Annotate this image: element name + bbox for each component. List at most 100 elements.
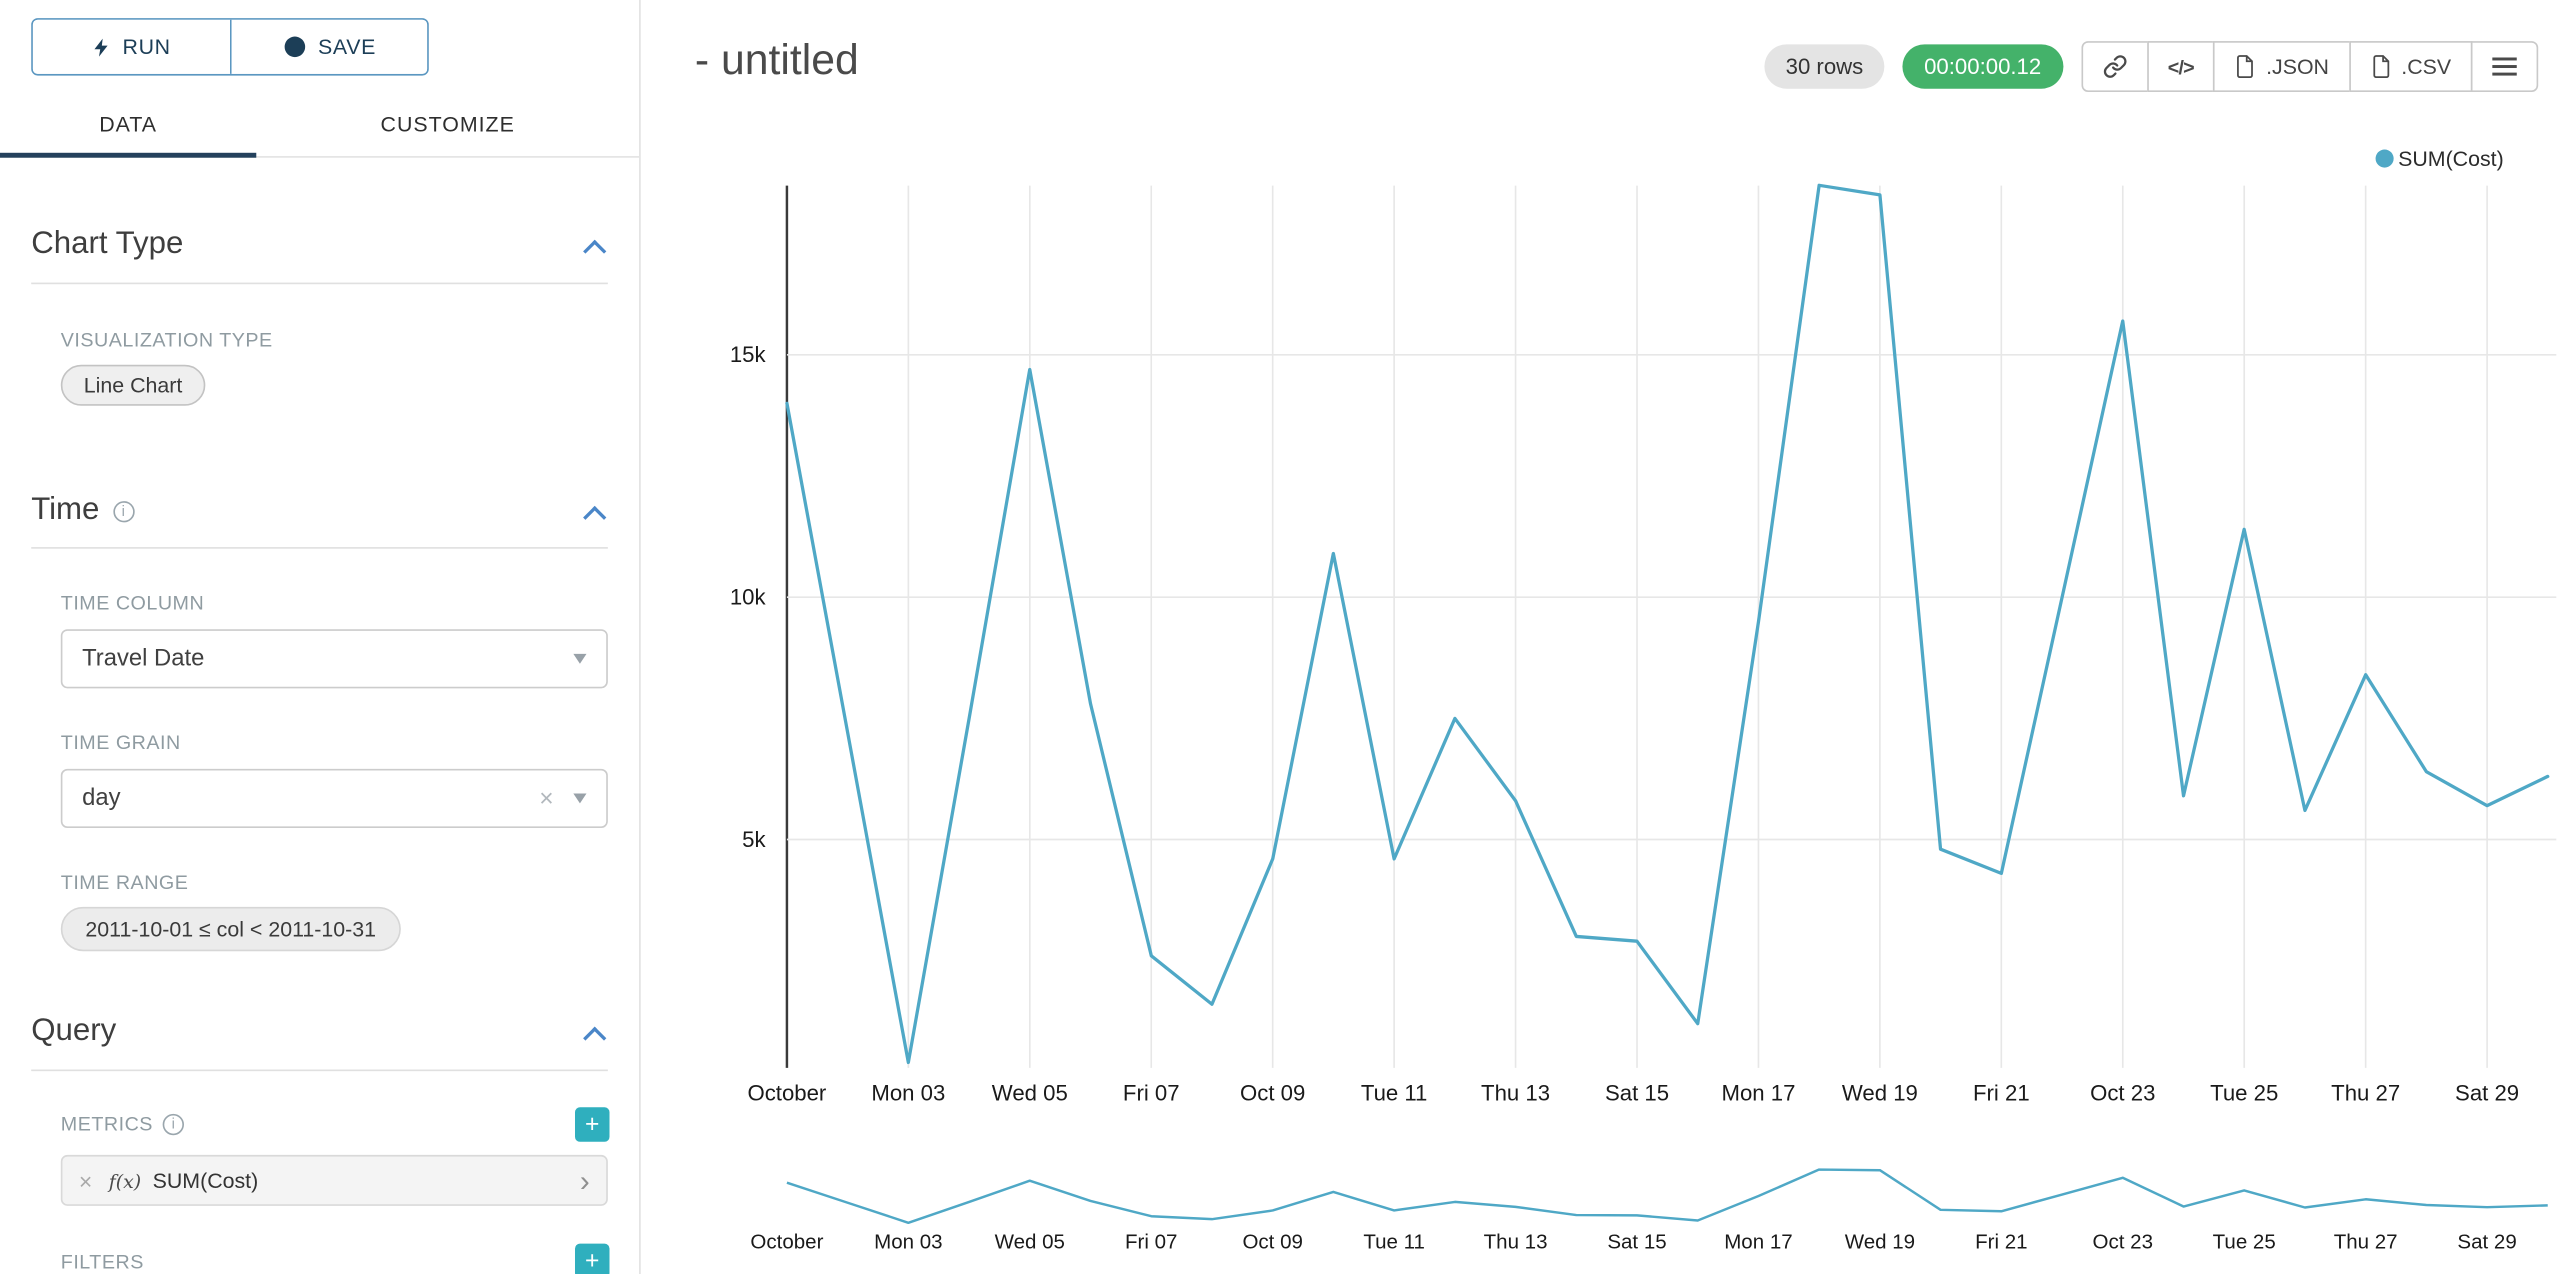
active-tab-indicator: [0, 152, 257, 158]
collapse-chevron-icon[interactable]: [583, 505, 607, 530]
time-range-pill[interactable]: 2011-10-01 ≤ col < 2011-10-31: [60, 906, 401, 952]
export-csv-button[interactable]: .CSV: [2348, 41, 2473, 92]
tab-customize[interactable]: CUSTOMIZE: [380, 111, 515, 137]
visualization-type-pill[interactable]: Line Chart: [60, 364, 206, 406]
add-metric-button[interactable]: +: [574, 1107, 610, 1142]
svg-text:Oct 23: Oct 23: [2093, 1231, 2153, 1254]
svg-text:Wed 05: Wed 05: [995, 1231, 1065, 1254]
info-icon: i: [162, 1113, 185, 1135]
time-section-title: Time i: [31, 493, 134, 529]
remove-metric-icon[interactable]: ×: [78, 1167, 93, 1194]
panel-divider: [639, 0, 641, 1274]
svg-text:Sat 15: Sat 15: [1607, 1231, 1666, 1254]
plus-circle-icon: [283, 36, 305, 58]
view-query-button[interactable]: </>: [2146, 41, 2216, 92]
time-column-label: TIME COLUMN: [60, 591, 205, 615]
button-divider: [229, 19, 231, 74]
tab-data[interactable]: DATA: [99, 111, 158, 137]
svg-text:Fri 07: Fri 07: [1125, 1231, 1177, 1254]
collapse-chevron-icon[interactable]: [583, 239, 607, 263]
svg-text:Mon 17: Mon 17: [1721, 1081, 1795, 1106]
metric-name: SUM(Cost): [152, 1168, 259, 1193]
svg-text:Mon 03: Mon 03: [874, 1231, 942, 1254]
chart-type-section-title: Chart Type: [31, 226, 184, 262]
svg-text:Sat 29: Sat 29: [2457, 1231, 2516, 1254]
code-icon: </>: [2167, 55, 2195, 79]
svg-text:Thu 13: Thu 13: [1484, 1231, 1548, 1254]
time-grain-select[interactable]: day ×: [60, 768, 608, 828]
svg-text:Tue 25: Tue 25: [2210, 1081, 2278, 1106]
hamburger-icon: [2492, 57, 2517, 76]
metrics-label: METRICS i: [61, 1112, 185, 1135]
export-button-group: </> .JSON .CSV: [2080, 41, 2539, 92]
legend-series-dot: [2375, 149, 2394, 168]
export-json-button[interactable]: .JSON: [2213, 41, 2351, 92]
legend-series-label: SUM(Cost): [2398, 146, 2504, 171]
main-line-chart[interactable]: October Mon 03 Wed 05 Fri 07 Oct 09 Tue 11 Thu…: [690, 140, 2576, 1126]
svg-text:Mon 17: Mon 17: [1724, 1231, 1792, 1254]
menu-button[interactable]: [2470, 41, 2539, 92]
query-timer-badge: 00:00:00.12: [1902, 44, 2063, 89]
svg-text:Thu 13: Thu 13: [1481, 1081, 1550, 1106]
time-column-value: Travel Date: [82, 645, 205, 672]
time-grain-value: day: [82, 785, 121, 812]
metric-token[interactable]: × f(x) SUM(Cost) ›: [60, 1154, 608, 1206]
chart-legend[interactable]: SUM(Cost): [2375, 146, 2504, 171]
svg-text:Fri 21: Fri 21: [1975, 1231, 2027, 1254]
header-controls: 30 rows 00:00:00.12 </> .JSON .CSV: [1764, 41, 2539, 92]
chevron-down-icon: [573, 653, 587, 664]
svg-text:October: October: [750, 1231, 823, 1254]
svg-text:Oct 09: Oct 09: [1242, 1231, 1302, 1254]
section-divider: [31, 547, 608, 549]
svg-text:Mon 03: Mon 03: [871, 1081, 945, 1106]
clear-icon[interactable]: ×: [539, 784, 554, 813]
file-icon: [2372, 55, 2389, 78]
add-filter-button[interactable]: +: [574, 1243, 610, 1274]
query-save-button-group: RUN SAVE: [31, 18, 429, 76]
control-panel: RUN SAVE DATA CUSTOMIZE Chart Type VISUA…: [0, 0, 640, 1274]
lightning-icon: [93, 37, 107, 56]
svg-text:Tue 11: Tue 11: [1363, 1231, 1425, 1254]
section-divider: [31, 1069, 608, 1072]
run-button[interactable]: RUN: [32, 19, 230, 74]
svg-text:15k: 15k: [730, 342, 767, 367]
row-count-badge: 30 rows: [1764, 44, 1885, 89]
file-icon: [2237, 55, 2254, 78]
svg-text:Fri 21: Fri 21: [1973, 1081, 2030, 1106]
svg-text:Fri 07: Fri 07: [1123, 1081, 1180, 1106]
chevron-right-icon: ›: [579, 1163, 590, 1197]
query-section-title: Query: [31, 1013, 117, 1049]
section-divider: [31, 282, 608, 285]
svg-text:Sat 15: Sat 15: [1605, 1081, 1669, 1106]
time-range-label: TIME RANGE: [60, 870, 189, 894]
svg-text:Tue 25: Tue 25: [2213, 1231, 2276, 1254]
chevron-down-icon: [573, 793, 587, 804]
time-grain-label: TIME GRAIN: [60, 731, 181, 755]
svg-text:5k: 5k: [742, 827, 766, 852]
svg-text:10k: 10k: [730, 585, 767, 610]
info-icon: i: [112, 500, 134, 522]
svg-text:Oct 23: Oct 23: [2090, 1081, 2155, 1106]
chart-title: - untitled: [694, 34, 859, 84]
collapse-chevron-icon[interactable]: [583, 1026, 607, 1050]
svg-text:Wed 19: Wed 19: [1845, 1231, 1915, 1254]
save-button[interactable]: SAVE: [230, 19, 428, 74]
svg-text:Sat 29: Sat 29: [2455, 1081, 2519, 1106]
export-csv-label: .CSV: [2401, 54, 2452, 79]
function-icon: f(x): [108, 1168, 142, 1192]
svg-text:Wed 05: Wed 05: [992, 1081, 1068, 1106]
visualization-type-label: VISUALIZATION TYPE: [60, 328, 273, 352]
panel-tabs: DATA CUSTOMIZE: [0, 90, 640, 158]
time-column-select[interactable]: Travel Date: [60, 629, 608, 689]
svg-text:Oct 09: Oct 09: [1240, 1081, 1305, 1106]
filters-label: FILTERS: [60, 1250, 144, 1274]
svg-text:Tue 11: Tue 11: [1361, 1081, 1428, 1106]
run-button-label: RUN: [122, 34, 171, 60]
svg-text:Thu 27: Thu 27: [2334, 1231, 2398, 1254]
save-button-label: SAVE: [318, 34, 377, 60]
svg-text:October: October: [748, 1081, 827, 1106]
range-brush-chart[interactable]: October Mon 03 Wed 05 Fri 07 Oct 09 Tue 11 Thu…: [690, 1147, 2576, 1274]
export-json-label: .JSON: [2266, 54, 2330, 79]
share-link-button[interactable]: [2080, 41, 2149, 92]
